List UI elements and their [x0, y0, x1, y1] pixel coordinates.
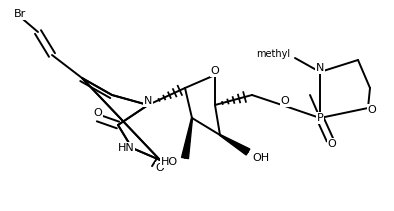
Polygon shape	[182, 118, 193, 159]
Polygon shape	[220, 135, 250, 155]
Text: HO: HO	[161, 157, 178, 167]
Text: OH: OH	[252, 153, 269, 163]
Text: N: N	[316, 63, 324, 73]
Text: O: O	[368, 105, 376, 115]
Text: O: O	[211, 66, 219, 76]
Text: methyl: methyl	[256, 49, 290, 59]
Text: O: O	[156, 163, 164, 173]
Text: O: O	[94, 108, 102, 118]
Text: N: N	[144, 96, 152, 106]
Text: P: P	[317, 113, 323, 123]
Text: Br: Br	[14, 9, 26, 19]
Text: HN: HN	[118, 143, 134, 153]
Text: O: O	[328, 139, 336, 149]
Text: O: O	[281, 96, 289, 106]
